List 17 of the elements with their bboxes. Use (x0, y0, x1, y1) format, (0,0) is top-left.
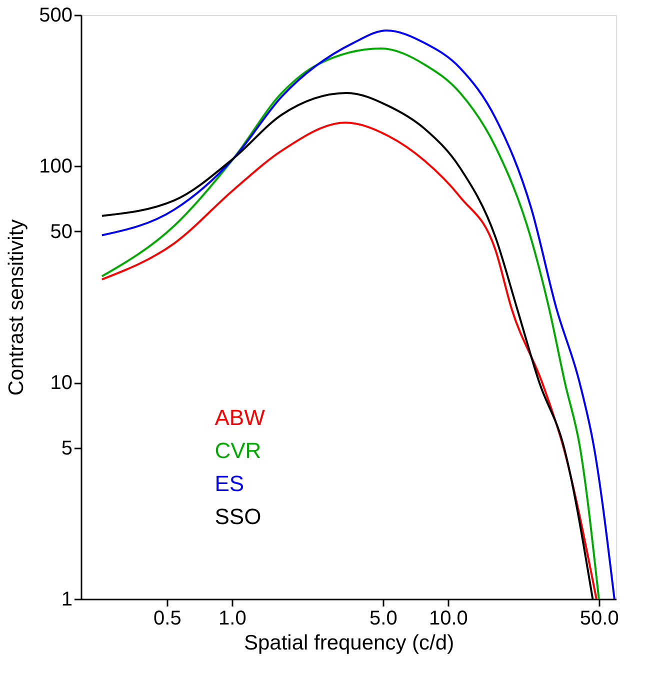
y-tick-label: 5 (61, 437, 72, 460)
text: CVR (214, 438, 262, 463)
x-tick-label: 1.0 (218, 608, 246, 630)
x-tick-label: 0.5 (154, 608, 182, 630)
y-tick-label: 500 (39, 4, 72, 26)
x-tick-label: 5.0 (370, 608, 398, 630)
x-tick-label: 50.0 (580, 608, 619, 630)
text: SSO (214, 504, 262, 529)
y-axis-title: Contrast sensitivity (5, 218, 28, 396)
y-tick-label: 1 (61, 588, 72, 610)
text: ABW (214, 404, 266, 430)
y-tick-label: 10 (50, 372, 72, 394)
text: ES (214, 470, 244, 496)
x-tick-label: 10.0 (428, 608, 468, 630)
x-axis-title: Spatial frequency (c/d) (244, 632, 454, 654)
y-tick-label: 50 (50, 220, 72, 243)
y-tick-label: 100 (39, 156, 72, 178)
